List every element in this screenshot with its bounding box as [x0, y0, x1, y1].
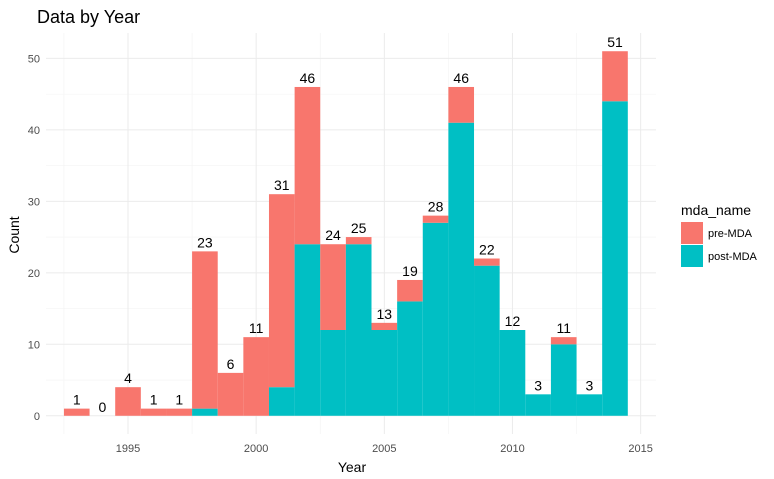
x-axis-ticks: 1995 2000 2005 2010 2015 — [116, 443, 653, 455]
legend-label: post-MDA — [708, 251, 758, 263]
bar-total-label: 25 — [351, 220, 367, 236]
x-axis-title: Year — [338, 459, 367, 475]
y-tick-label: 0 — [34, 411, 40, 423]
bar-total-label: 1 — [150, 392, 158, 408]
bar-pre-mda — [397, 279, 423, 302]
bar-pre-mda — [217, 372, 244, 416]
legend-title: mda_name — [681, 202, 751, 218]
bar-pre-mda — [268, 194, 295, 388]
bar-pre-mda — [243, 337, 269, 416]
y-tick-label: 30 — [28, 196, 40, 208]
bar-post-mda — [602, 101, 628, 416]
bar-pre-mda — [448, 86, 475, 123]
bar-total-label: 19 — [402, 263, 418, 279]
bar-total-label: 12 — [505, 313, 521, 329]
bar-pre-mda — [140, 408, 167, 416]
bar-pre-mda — [602, 51, 628, 102]
bar-total-label: 22 — [479, 242, 495, 258]
bar-pre-mda — [345, 237, 372, 245]
bar-post-mda — [576, 394, 603, 416]
y-axis-title: Count — [6, 216, 22, 253]
y-tick-label: 20 — [28, 268, 40, 280]
legend-swatch — [681, 245, 703, 267]
y-axis-ticks: 0 10 20 30 40 50 — [28, 53, 40, 422]
bar-total-label: 11 — [556, 320, 571, 336]
bar-post-mda — [192, 408, 218, 416]
bar-pre-mda — [166, 408, 193, 416]
y-tick-label: 10 — [28, 339, 40, 351]
bar-total-label: 1 — [175, 392, 183, 408]
bar-total-label: 13 — [377, 306, 393, 322]
x-tick-label: 2000 — [244, 443, 268, 455]
bar-post-mda — [268, 387, 295, 416]
bar-post-mda — [397, 301, 423, 416]
x-tick-label: 2010 — [500, 443, 524, 455]
bar-total-label: 11 — [249, 320, 264, 336]
bar-total-label: 23 — [197, 234, 213, 250]
bar-post-mda — [371, 329, 398, 416]
bar-post-mda — [345, 244, 372, 416]
bar-total-label: 6 — [227, 356, 235, 372]
bar-pre-mda — [474, 258, 500, 266]
x-tick-label: 1995 — [116, 443, 140, 455]
y-tick-label: 40 — [28, 125, 40, 137]
bar-total-label: 46 — [300, 70, 316, 86]
legend-swatch — [681, 222, 703, 244]
bar-post-mda — [474, 265, 500, 416]
bar-pre-mda — [294, 86, 321, 245]
bar-total-label: 46 — [453, 70, 469, 86]
bar-pre-mda — [320, 244, 346, 330]
bar-pre-mda — [550, 337, 577, 345]
bar-total-label: 3 — [534, 377, 542, 393]
bar-post-mda — [550, 344, 577, 416]
bar-post-mda — [448, 122, 475, 416]
bar-post-mda — [320, 329, 346, 416]
bar-pre-mda — [115, 387, 141, 416]
x-tick-label: 2015 — [628, 443, 652, 455]
bar-pre-mda — [371, 322, 398, 330]
bar-post-mda — [525, 394, 551, 416]
bar-pre-mda — [63, 408, 90, 416]
legend: mda_name pre-MDA post-MDA — [681, 202, 758, 267]
bar-total-label: 51 — [607, 34, 623, 50]
bar-post-mda — [294, 244, 321, 416]
bar-total-label: 1 — [73, 392, 81, 408]
bar-total-label: 0 — [98, 399, 106, 415]
bar-pre-mda — [192, 251, 218, 409]
bar-total-label: 4 — [124, 370, 132, 386]
bar-total-label: 3 — [585, 377, 593, 393]
bar-post-mda — [499, 329, 526, 416]
y-tick-label: 50 — [28, 53, 40, 65]
bar-total-label: 24 — [325, 227, 341, 243]
bar-total-label: 31 — [274, 177, 290, 193]
chart-title: Data by Year — [37, 7, 140, 27]
bars — [63, 51, 628, 416]
bar-post-mda — [422, 222, 449, 416]
x-tick-label: 2005 — [372, 443, 396, 455]
legend-label: pre-MDA — [708, 228, 753, 240]
bar-total-label: 28 — [428, 199, 444, 215]
bar-pre-mda — [422, 215, 449, 223]
